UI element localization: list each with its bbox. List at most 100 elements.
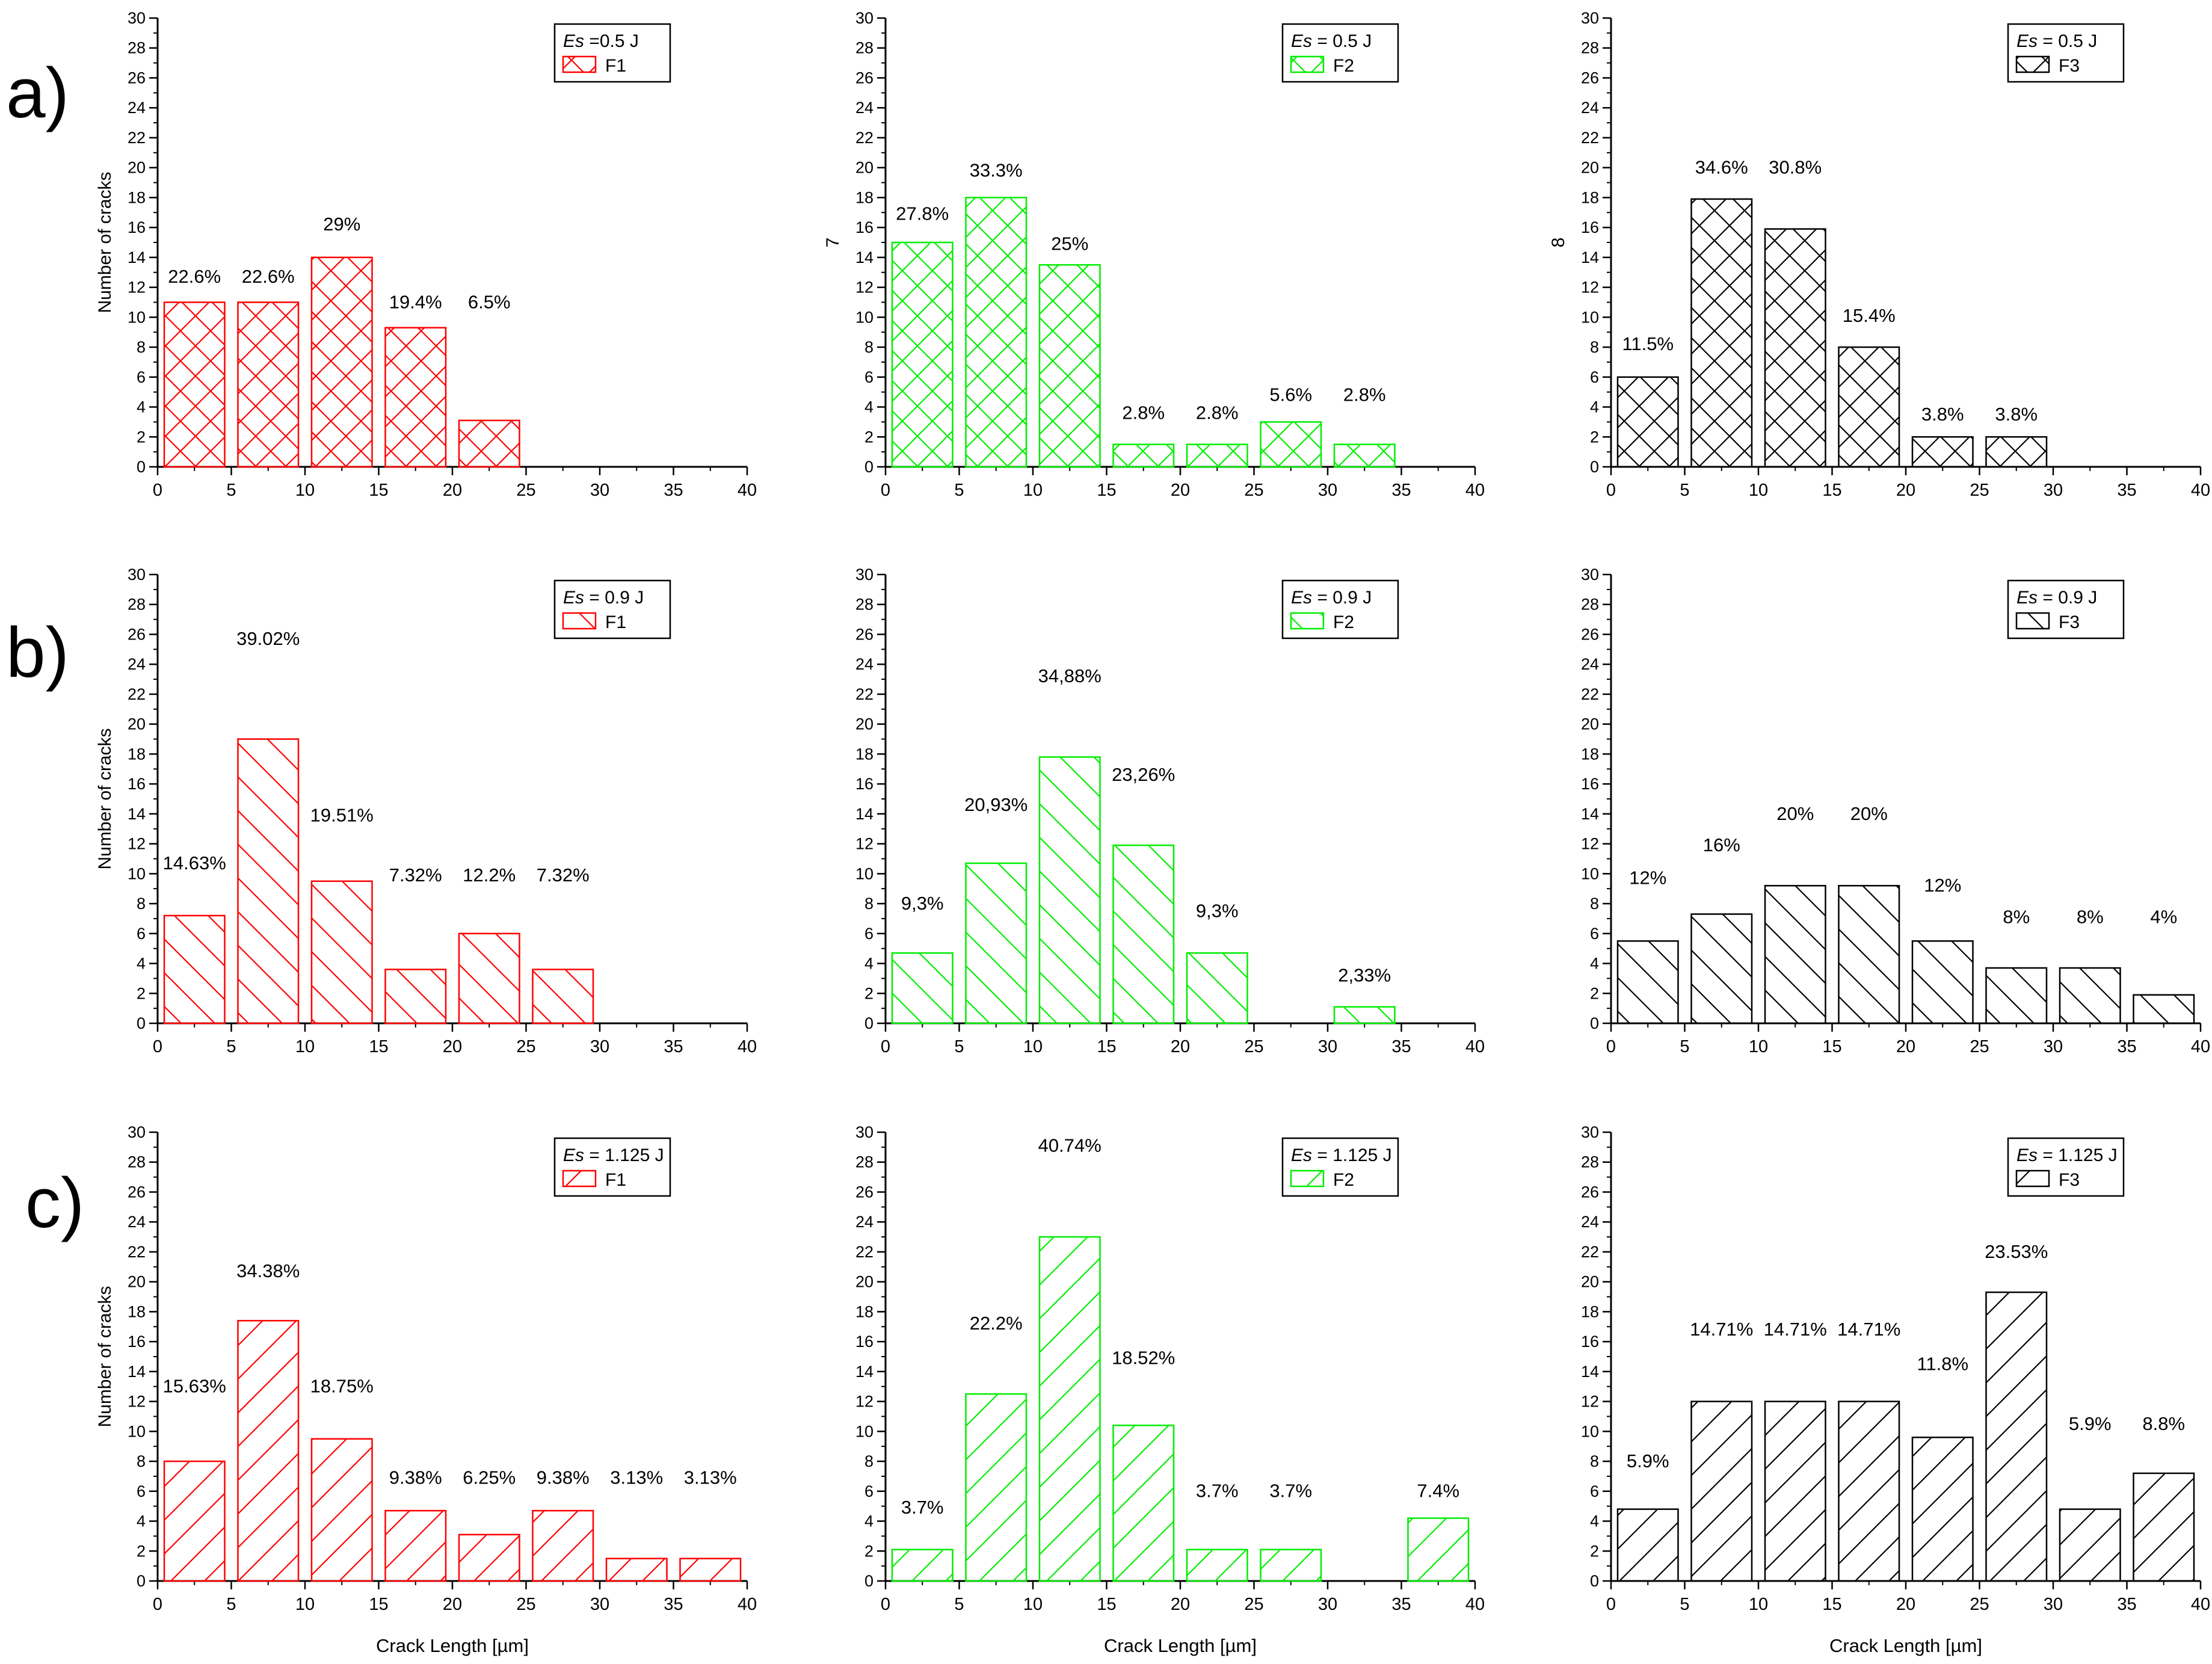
legend-energy-label: Es = 0.9 J: [563, 588, 644, 608]
y-tick-label: 24: [128, 1213, 146, 1231]
y-tick-label: 24: [855, 1213, 873, 1231]
x-tick-label: 0: [881, 481, 890, 500]
legend: Es = 0.9 J F3: [2007, 579, 2125, 639]
histogram-bar: [1985, 967, 2048, 1025]
y-axis-title: Number of cracks: [95, 171, 115, 313]
x-tick-label: 10: [1023, 1037, 1043, 1056]
histogram-bar: [1911, 436, 1974, 468]
x-tick-label: 40: [738, 1037, 757, 1056]
y-tick-label: 18: [855, 1302, 873, 1320]
y-tick-label: 10: [128, 1422, 146, 1440]
x-tick-label: 0: [1606, 1037, 1616, 1056]
y-tick-label: 24: [1581, 1213, 1599, 1231]
y-tick-label: 8: [864, 895, 873, 913]
x-tick-label: 35: [1391, 481, 1411, 500]
y-tick-label: 4: [1590, 955, 1599, 973]
histogram-bar: [532, 1509, 594, 1582]
y-tick-label: 2: [1590, 428, 1599, 446]
y-tick-label: 14: [855, 1363, 873, 1381]
y-tick-label: 20: [855, 1273, 873, 1291]
y-tick-label: 6: [137, 368, 146, 386]
y-tick-label: 0: [864, 458, 873, 476]
legend-swatch: [562, 612, 597, 630]
bar-percentage-label: 39.02%: [236, 628, 300, 649]
bar-percentage-label: 12%: [1629, 867, 1666, 889]
x-tick-label: 15: [369, 481, 388, 500]
bar-percentage-label: 20%: [1776, 803, 1814, 824]
x-axis-title: Crack Length [µm]: [376, 1635, 529, 1656]
y-tick-label: 30: [855, 9, 873, 27]
histogram-bar: [1764, 884, 1826, 1025]
x-tick-label: 10: [295, 1595, 315, 1614]
bar-percentage-label: 23,26%: [1112, 764, 1175, 785]
bar-percentage-label: 3.8%: [1995, 404, 2038, 425]
x-tick-label: 10: [1749, 1037, 1768, 1056]
histogram-bar: [384, 1509, 447, 1582]
legend-swatch: [1290, 612, 1325, 630]
bar-percentage-label: 4%: [2150, 906, 2177, 927]
y-tick-label: 28: [855, 596, 873, 614]
legend-es-symbol: Es: [563, 31, 584, 51]
x-tick-label: 35: [1391, 1037, 1411, 1056]
histogram-bar: [2133, 994, 2195, 1025]
y-tick-label: 6: [1590, 368, 1599, 386]
y-tick-label: 10: [128, 308, 146, 326]
y-tick-label: 2: [1590, 1542, 1599, 1560]
bar-percentage-label: 22.2%: [970, 1313, 1023, 1334]
x-tick-label: 20: [1896, 1595, 1915, 1614]
bar-percentage-label: 15.4%: [1843, 305, 1896, 326]
y-tick-label: 14: [128, 248, 146, 267]
legend-es-value: = 0.9 J: [1312, 588, 1372, 608]
histogram-bar: [1186, 443, 1248, 468]
legend: Es = 0.9 J F2: [1281, 579, 1399, 639]
bar-percentage-label: 20,93%: [964, 794, 1027, 815]
x-tick-label: 30: [590, 481, 609, 500]
histogram-bar: [532, 969, 594, 1025]
bar-percentage-label: 14.71%: [1764, 1319, 1827, 1340]
y-tick-label: 2: [137, 1542, 146, 1560]
bar-percentage-label: 23.53%: [1985, 1241, 2048, 1262]
bar-percentage-label: 2,33%: [1338, 964, 1391, 985]
y-tick-label: 12: [855, 835, 873, 853]
y-tick-label: 20: [855, 159, 873, 177]
y-tick-label: 8: [137, 338, 146, 356]
y-tick-label: 6: [864, 1482, 873, 1500]
legend-energy-label: Es = 1.125 J: [1291, 1145, 1392, 1165]
x-tick-label: 5: [1680, 1037, 1689, 1056]
legend-swatch: [562, 55, 597, 73]
x-tick-label: 5: [226, 481, 236, 500]
x-tick-label: 25: [1970, 481, 1989, 500]
legend: Es = 1.125 J F1: [553, 1137, 671, 1197]
y-tick-label: 30: [1581, 1123, 1599, 1141]
x-tick-label: 30: [1318, 1595, 1337, 1614]
y-tick-label: 20: [128, 159, 146, 177]
legend-es-value: =0.5 J: [584, 31, 639, 51]
bar-percentage-label: 25%: [1051, 233, 1088, 254]
histogram-bar: [1838, 1401, 1900, 1582]
histogram-bar: [1616, 1508, 1679, 1582]
y-tick-label: 16: [128, 218, 146, 236]
y-tick-label: 6: [1590, 1482, 1599, 1500]
y-tick-label: 22: [128, 129, 146, 147]
y-tick-label: 8: [1590, 895, 1599, 913]
x-tick-label: 0: [153, 481, 162, 500]
y-tick-label: 4: [137, 955, 146, 973]
x-tick-label: 30: [1318, 481, 1337, 500]
histogram-bar: [2059, 1508, 2121, 1582]
x-tick-label: 0: [153, 1595, 162, 1614]
bar-percentage-label: 5.9%: [2069, 1413, 2112, 1434]
x-tick-label: 20: [443, 1595, 462, 1614]
y-tick-label: 26: [1581, 625, 1599, 643]
x-tick-label: 20: [443, 481, 462, 500]
bar-percentage-label: 9.38%: [389, 1467, 442, 1488]
x-tick-label: 40: [1465, 1595, 1485, 1614]
y-tick-label: 10: [1581, 864, 1599, 883]
y-tick-label: 22: [128, 1243, 146, 1261]
y-tick-label: 16: [855, 775, 873, 793]
y-axis-title: 8: [1548, 238, 1568, 248]
y-tick-label: 14: [855, 805, 873, 823]
histogram-bar: [1038, 756, 1101, 1025]
legend-swatch: [1290, 55, 1325, 73]
